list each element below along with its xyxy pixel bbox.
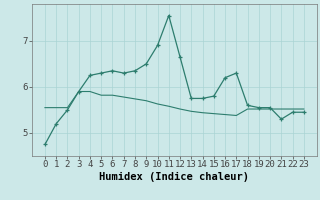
X-axis label: Humidex (Indice chaleur): Humidex (Indice chaleur) — [100, 172, 249, 182]
